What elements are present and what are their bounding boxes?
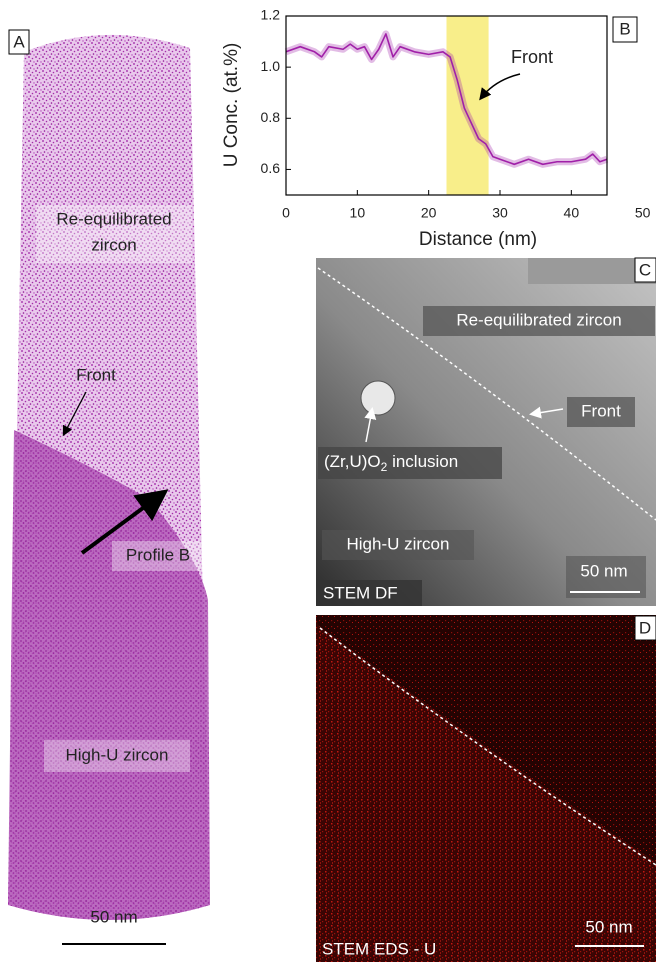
scale-label: 50 nm — [585, 917, 632, 936]
scale-label: 50 nm — [90, 907, 137, 926]
x-tick-label: 20 — [421, 205, 437, 221]
region-label: Re-equilibrated zircon — [456, 310, 621, 329]
region-label: Re-equilibrated — [56, 209, 171, 228]
x-tick-label: 10 — [350, 205, 366, 221]
region-label: High-U zircon — [66, 745, 169, 764]
x-tick-label: 40 — [564, 205, 580, 221]
region-label: High-U zircon — [347, 534, 450, 553]
panel-letter: A — [13, 32, 25, 51]
highlight-band — [447, 16, 489, 195]
y-tick-label: 1.2 — [261, 7, 281, 23]
profile-label: Profile B — [126, 545, 190, 564]
x-axis-label: Distance (nm) — [419, 229, 537, 250]
x-tick-label: 30 — [492, 205, 508, 221]
y-tick-label: 0.8 — [261, 109, 281, 125]
mode-label: STEM EDS - U — [322, 939, 436, 958]
front-label: Front — [581, 401, 621, 420]
scale-label: 50 nm — [580, 561, 627, 580]
panel-letter: B — [619, 19, 630, 38]
y-axis-label: U Conc. (at.%) — [221, 43, 242, 168]
figure: A Re-equilibrated zircon Front Profile B… — [0, 0, 656, 962]
y-tick-label: 1.0 — [261, 58, 281, 74]
formula: (Zr,U)O — [324, 452, 381, 471]
panel-letter: D — [639, 618, 651, 637]
inclusion-label: (Zr,U)O2 inclusion — [324, 452, 458, 474]
panel-d: D 50 nm STEM EDS - U — [316, 615, 656, 962]
inclusion — [361, 381, 395, 415]
region-label: zircon — [91, 235, 136, 254]
panel-letter: C — [639, 260, 651, 279]
panel-a: A Re-equilibrated zircon Front Profile B… — [8, 30, 210, 944]
panel-b: B Distance (nm) U Conc. (at.%) 0.6 0.8 1.0… — [221, 7, 651, 250]
mode-label: STEM DF — [323, 583, 398, 602]
annotation: Front — [511, 47, 553, 67]
front-label: Front — [76, 365, 116, 384]
x-tick-label: 0 — [282, 205, 290, 221]
x-tick-label: 50 — [635, 205, 651, 221]
panel-c: C Re-equilibrated zircon Front (Zr,U)O2 … — [316, 258, 656, 606]
y-tick-label: 0.6 — [261, 160, 281, 176]
suffix: inclusion — [387, 452, 458, 471]
